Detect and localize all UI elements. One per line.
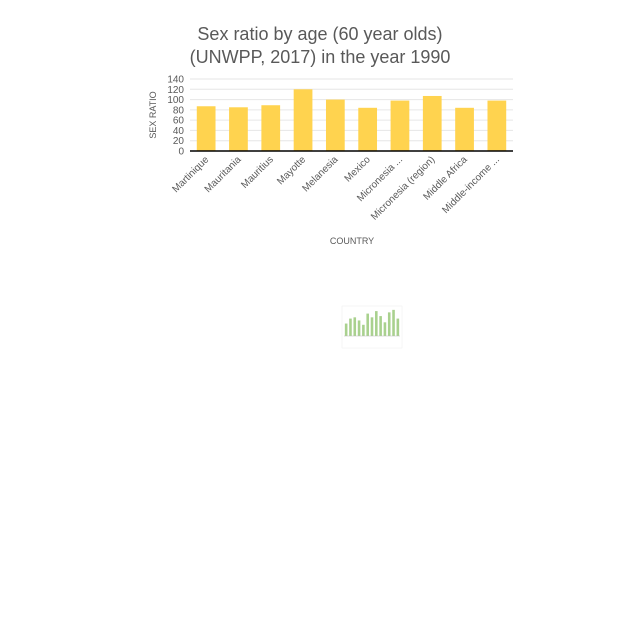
thumbnail-bar — [344, 323, 348, 336]
y-tick-label: 100 — [167, 95, 184, 106]
thumbnail-bar — [349, 318, 352, 336]
bar — [358, 107, 378, 151]
y-tick-label: 120 — [167, 85, 184, 96]
thumbnail-frame — [341, 305, 403, 349]
y-tick-label: 40 — [173, 126, 185, 137]
x-tick-label: Melanesia — [300, 154, 340, 194]
bars — [196, 89, 507, 151]
thumbnail-bar — [370, 317, 374, 336]
bar — [455, 107, 474, 151]
thumbnail-bar — [379, 316, 382, 336]
x-tick-label: Middle-income ... — [440, 154, 502, 216]
y-tick-label: 80 — [173, 105, 185, 116]
x-axis-label: COUNTRY — [330, 236, 374, 246]
thumbnail-bar — [396, 318, 400, 336]
bar — [325, 99, 345, 151]
y-axis-label: SEX RATIO — [148, 91, 158, 138]
y-tick-label: 0 — [178, 147, 184, 158]
thumbnail-bar — [362, 324, 365, 336]
thumbnail-bar — [357, 320, 361, 336]
chart-title-line: (UNWPP, 2017) in the year 1990 — [190, 47, 451, 67]
bar — [196, 106, 216, 151]
chart-thumbnail — [341, 305, 403, 349]
bar — [229, 107, 248, 151]
thumbnail-bar — [387, 312, 391, 336]
thumbnail-bar — [366, 313, 369, 336]
bar — [487, 100, 507, 151]
x-tick-label: Mexico — [343, 154, 373, 184]
bar — [261, 105, 281, 151]
thumbnail-bar — [353, 317, 357, 336]
chart-title-line: Sex ratio by age (60 year olds) — [197, 24, 442, 44]
chart-title: Sex ratio by age (60 year olds) (UNWPP, 2… — [190, 24, 451, 67]
bar — [422, 95, 442, 151]
x-tick-label: Mauritius — [239, 154, 275, 190]
thumbnail-bar — [375, 311, 378, 336]
bar — [293, 89, 313, 151]
y-tick-label: 20 — [173, 136, 185, 147]
thumbnail-bar — [392, 309, 395, 336]
y-tick-label: 140 — [167, 75, 184, 86]
y-tick-label: 60 — [173, 116, 185, 127]
thumbnail-bar — [383, 322, 387, 336]
bar — [390, 100, 410, 151]
